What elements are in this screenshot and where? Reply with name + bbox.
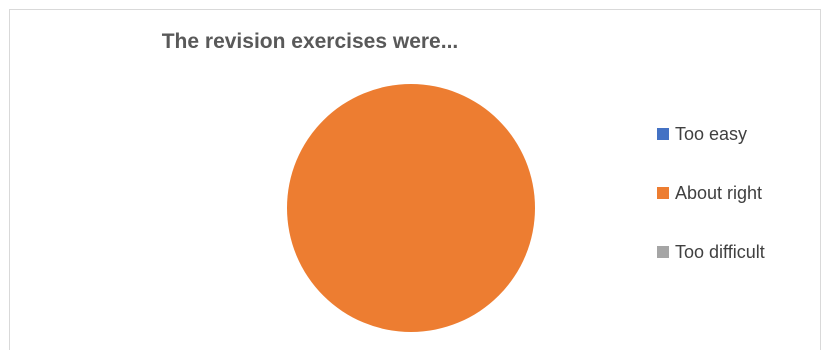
legend-swatch-too-easy bbox=[657, 128, 669, 140]
chart-area: The revision exercises were... Too easy A… bbox=[9, 9, 821, 350]
legend-swatch-too-difficult bbox=[657, 246, 669, 258]
legend-label-too-easy: Too easy bbox=[675, 124, 748, 144]
chart-title: The revision exercises were... bbox=[161, 30, 459, 53]
legend-label-about-right: About right bbox=[675, 183, 763, 203]
legend-swatch-about-right bbox=[657, 187, 669, 199]
legend-label-too-difficult: Too difficult bbox=[675, 242, 765, 262]
pie-chart bbox=[287, 84, 535, 332]
pie-slice-about-right bbox=[287, 84, 535, 332]
